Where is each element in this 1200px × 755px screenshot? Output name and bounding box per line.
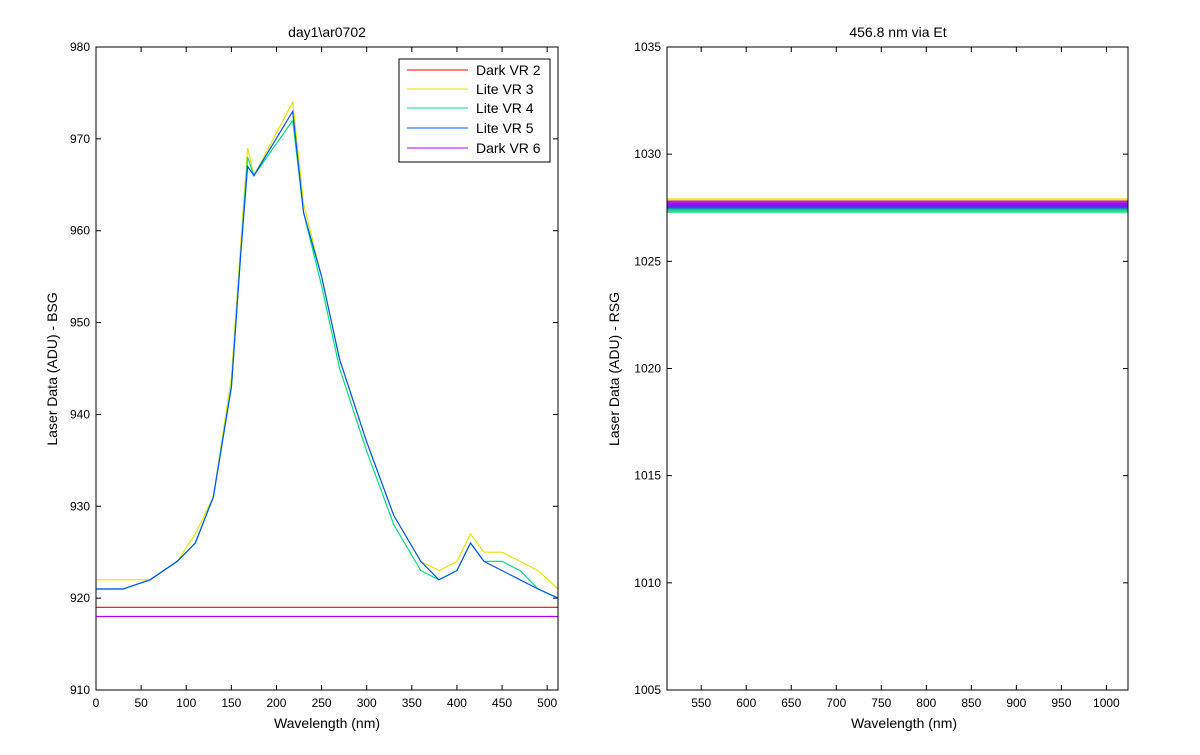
series-line-2 xyxy=(96,100,559,590)
x-tick-label: 0 xyxy=(93,696,100,710)
x-tick-label: 250 xyxy=(312,696,332,710)
legend-item: Lite VR 4 xyxy=(407,100,534,116)
legend-item: Dark VR 6 xyxy=(407,140,541,156)
legend-item: Lite VR 5 xyxy=(407,120,534,136)
y-tick-label: 1035 xyxy=(634,40,661,54)
y-tick-label: 1025 xyxy=(634,254,661,268)
x-tick-label: 150 xyxy=(221,696,241,710)
panel-right: 456.8 nm via Et Wavelength (nm) Laser Da… xyxy=(606,24,1129,731)
x-tick-label: 600 xyxy=(736,696,756,710)
left-ticks-group: 0 50 100 150 200 250 300 350 400 450 500 910 920 930 9… xyxy=(70,40,558,710)
left-xlabel: Wavelength (nm) xyxy=(274,715,380,731)
y-tick-label: 930 xyxy=(70,499,90,513)
series-line-4 xyxy=(96,109,559,599)
legend-label: Lite VR 4 xyxy=(476,100,534,116)
left-ylabel: Laser Data (ADU) - BSG xyxy=(44,292,60,445)
legend-item: Lite VR 3 xyxy=(407,81,534,97)
x-tick-label: 300 xyxy=(357,696,377,710)
x-tick-label: 750 xyxy=(871,696,891,710)
legend-label: Lite VR 3 xyxy=(476,81,534,97)
y-tick-label: 950 xyxy=(70,316,90,330)
x-tick-label: 350 xyxy=(402,696,422,710)
y-tick-label: 1030 xyxy=(634,147,661,161)
x-tick-label: 200 xyxy=(266,696,286,710)
x-tick-label: 500 xyxy=(537,696,557,710)
legend-label: Dark VR 2 xyxy=(476,62,541,78)
x-tick-label: 50 xyxy=(134,696,148,710)
x-tick-label: 400 xyxy=(447,696,467,710)
right-plot-area xyxy=(667,198,1128,213)
y-tick-label: 940 xyxy=(70,407,90,421)
x-tick-label: 900 xyxy=(1006,696,1026,710)
legend-label: Dark VR 6 xyxy=(476,140,541,156)
x-tick-label: 100 xyxy=(176,696,196,710)
y-tick-label: 970 xyxy=(70,132,90,146)
x-tick-label: 450 xyxy=(492,696,512,710)
legend-box xyxy=(398,58,551,163)
y-tick-label: 920 xyxy=(70,591,90,605)
series-line-3 xyxy=(96,118,559,599)
x-tick-label: 850 xyxy=(961,696,981,710)
y-tick-label: 1005 xyxy=(634,683,661,697)
right-title: 456.8 nm via Et xyxy=(849,24,946,40)
y-tick-label: 910 xyxy=(70,683,90,697)
panel-left: day1\ar0702 Wavelength (nm) Laser Data (… xyxy=(44,24,559,731)
legend-label: Lite VR 5 xyxy=(476,120,534,136)
right-ylabel: Laser Data (ADU) - RSG xyxy=(606,292,622,446)
legend: Dark VR 2 Lite VR 3 Lite VR 4 Lite VR 5 … xyxy=(398,58,551,163)
y-tick-label: 960 xyxy=(70,224,90,238)
right-xlabel: Wavelength (nm) xyxy=(851,715,957,731)
y-tick-label: 1010 xyxy=(634,576,661,590)
x-tick-label: 650 xyxy=(781,696,801,710)
x-tick-label: 950 xyxy=(1051,696,1071,710)
left-axes-frame xyxy=(95,46,559,691)
left-plot-area xyxy=(96,100,559,618)
right-axes-frame xyxy=(666,46,1129,691)
y-tick-label: 1020 xyxy=(634,362,661,376)
y-tick-label: 980 xyxy=(70,40,90,54)
x-tick-label: 800 xyxy=(916,696,936,710)
x-tick-label: 700 xyxy=(826,696,846,710)
left-title: day1\ar0702 xyxy=(288,24,366,40)
x-tick-label: 550 xyxy=(691,696,711,710)
legend-item: Dark VR 2 xyxy=(407,62,541,78)
right-ticks-group: 550 600 650 700 750 800 850 900 950 1000 1005 1010 1… xyxy=(634,40,1128,710)
y-tick-label: 1015 xyxy=(634,469,661,483)
x-tick-label: 1000 xyxy=(1093,696,1120,710)
